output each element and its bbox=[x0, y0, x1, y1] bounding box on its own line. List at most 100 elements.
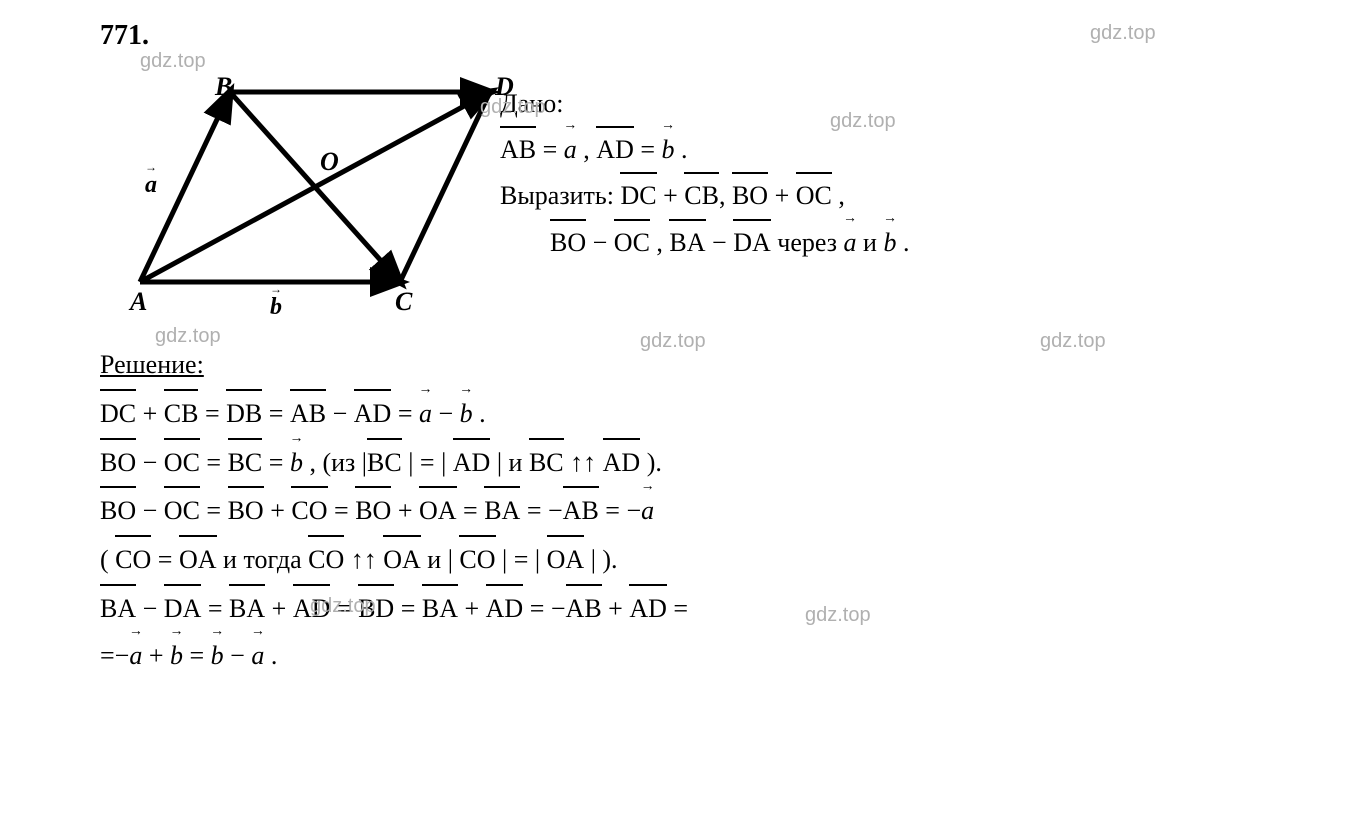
t: + bbox=[458, 594, 486, 623]
t: и bbox=[857, 228, 884, 257]
label-C: C bbox=[395, 287, 412, 317]
v: BC bbox=[367, 438, 402, 487]
t: − bbox=[136, 496, 164, 525]
v: AD bbox=[603, 438, 641, 487]
t: + bbox=[136, 399, 164, 428]
label-A: A bbox=[130, 287, 147, 317]
watermark: gdz.top bbox=[640, 330, 706, 353]
av: b bbox=[170, 633, 183, 680]
t: . bbox=[473, 399, 486, 428]
v: BC bbox=[228, 438, 263, 487]
t: = bbox=[262, 399, 290, 428]
av: a bbox=[844, 221, 857, 265]
v: OC bbox=[796, 172, 832, 218]
v: OA bbox=[547, 535, 585, 584]
sol-line1: DC + CB = DB = AB − AD = a − b . bbox=[100, 389, 1266, 438]
label-B: B bbox=[215, 72, 232, 102]
t: = bbox=[328, 496, 356, 525]
t: = bbox=[667, 594, 688, 623]
v: OC bbox=[164, 486, 200, 535]
watermark: gdz.top bbox=[140, 50, 206, 73]
v: DC bbox=[620, 172, 656, 218]
v: CO bbox=[308, 535, 344, 584]
label-vec-b: b bbox=[270, 294, 282, 321]
watermark: gdz.top bbox=[480, 96, 546, 119]
sol-line3: BO − OC = BO + CO = BO + OA = BA = −AB =… bbox=[100, 486, 1266, 535]
t: = bbox=[536, 135, 564, 164]
v: BA bbox=[484, 486, 520, 535]
label-vec-a: a bbox=[145, 172, 157, 199]
t: , bbox=[719, 181, 732, 210]
t: = bbox=[198, 399, 226, 428]
v: BA bbox=[669, 219, 705, 265]
t: − bbox=[224, 641, 252, 670]
v: BO bbox=[100, 486, 136, 535]
t: − bbox=[586, 228, 614, 257]
given-line1: AB = a , AD = b . bbox=[500, 126, 1266, 172]
t: = bbox=[457, 496, 485, 525]
v: AB bbox=[563, 486, 599, 535]
v: CO bbox=[115, 535, 151, 584]
t: − bbox=[432, 399, 460, 428]
t: . bbox=[896, 228, 909, 257]
watermark: gdz.top bbox=[310, 595, 376, 618]
v: AB bbox=[566, 584, 602, 633]
t: ). bbox=[640, 448, 662, 477]
t: + bbox=[768, 181, 796, 210]
t: = bbox=[634, 135, 662, 164]
t: + bbox=[602, 594, 630, 623]
v: DB bbox=[226, 389, 262, 438]
diagram: B D A C O a b bbox=[100, 62, 480, 322]
t: , bbox=[650, 228, 670, 257]
av: b bbox=[662, 128, 675, 172]
t: = bbox=[151, 545, 179, 574]
label-O: O bbox=[320, 147, 339, 177]
t: ↑↑ bbox=[344, 545, 383, 574]
v: AD bbox=[453, 438, 491, 487]
t: − bbox=[326, 399, 354, 428]
v: BC bbox=[529, 438, 564, 487]
t: , (из | bbox=[303, 448, 367, 477]
v: OC bbox=[614, 219, 650, 265]
t: | и bbox=[490, 448, 529, 477]
t: − bbox=[136, 448, 164, 477]
av: a bbox=[251, 633, 264, 680]
v: DC bbox=[100, 389, 136, 438]
t: = bbox=[394, 594, 422, 623]
v: CO bbox=[459, 535, 495, 584]
av: b bbox=[883, 221, 896, 265]
solution-title: Решение: bbox=[100, 342, 204, 389]
v: OA bbox=[179, 535, 217, 584]
top-section: B D A C O a b Дано: AB = a , AD = b . Вы… bbox=[100, 62, 1266, 322]
v: CO bbox=[291, 486, 327, 535]
v: OA bbox=[383, 535, 421, 584]
watermark: gdz.top bbox=[1040, 330, 1106, 353]
t: и тогда bbox=[217, 545, 309, 574]
t: = bbox=[200, 448, 228, 477]
v: CB bbox=[684, 172, 719, 218]
sol-line6: =−a + b = b − a . bbox=[100, 633, 1266, 680]
t: + bbox=[142, 641, 170, 670]
v: AD bbox=[354, 389, 392, 438]
t: ↑↑ bbox=[564, 448, 603, 477]
v: OC bbox=[164, 438, 200, 487]
t: = bbox=[391, 399, 419, 428]
watermark: gdz.top bbox=[1090, 22, 1156, 45]
v: BO bbox=[228, 486, 264, 535]
v: BO bbox=[732, 172, 768, 218]
solution-section: Решение: DC + CB = DB = AB − AD = a − b … bbox=[100, 342, 1266, 680]
given-section: Дано: AB = a , AD = b . Выразить: DC + C… bbox=[500, 62, 1266, 322]
t: ( bbox=[100, 545, 115, 574]
watermark: gdz.top bbox=[805, 604, 871, 627]
t: | = | bbox=[496, 545, 547, 574]
v: DA bbox=[733, 219, 771, 265]
t: + bbox=[391, 496, 419, 525]
t: + bbox=[657, 181, 685, 210]
sol-line2: BO − OC = BC = b , (из |BC | = | AD | и … bbox=[100, 438, 1266, 487]
t: | = | bbox=[402, 448, 453, 477]
parallelogram-svg bbox=[100, 62, 520, 332]
t: + bbox=[265, 594, 293, 623]
t: − bbox=[706, 228, 734, 257]
av: a bbox=[419, 391, 432, 438]
v: AB bbox=[500, 126, 536, 172]
